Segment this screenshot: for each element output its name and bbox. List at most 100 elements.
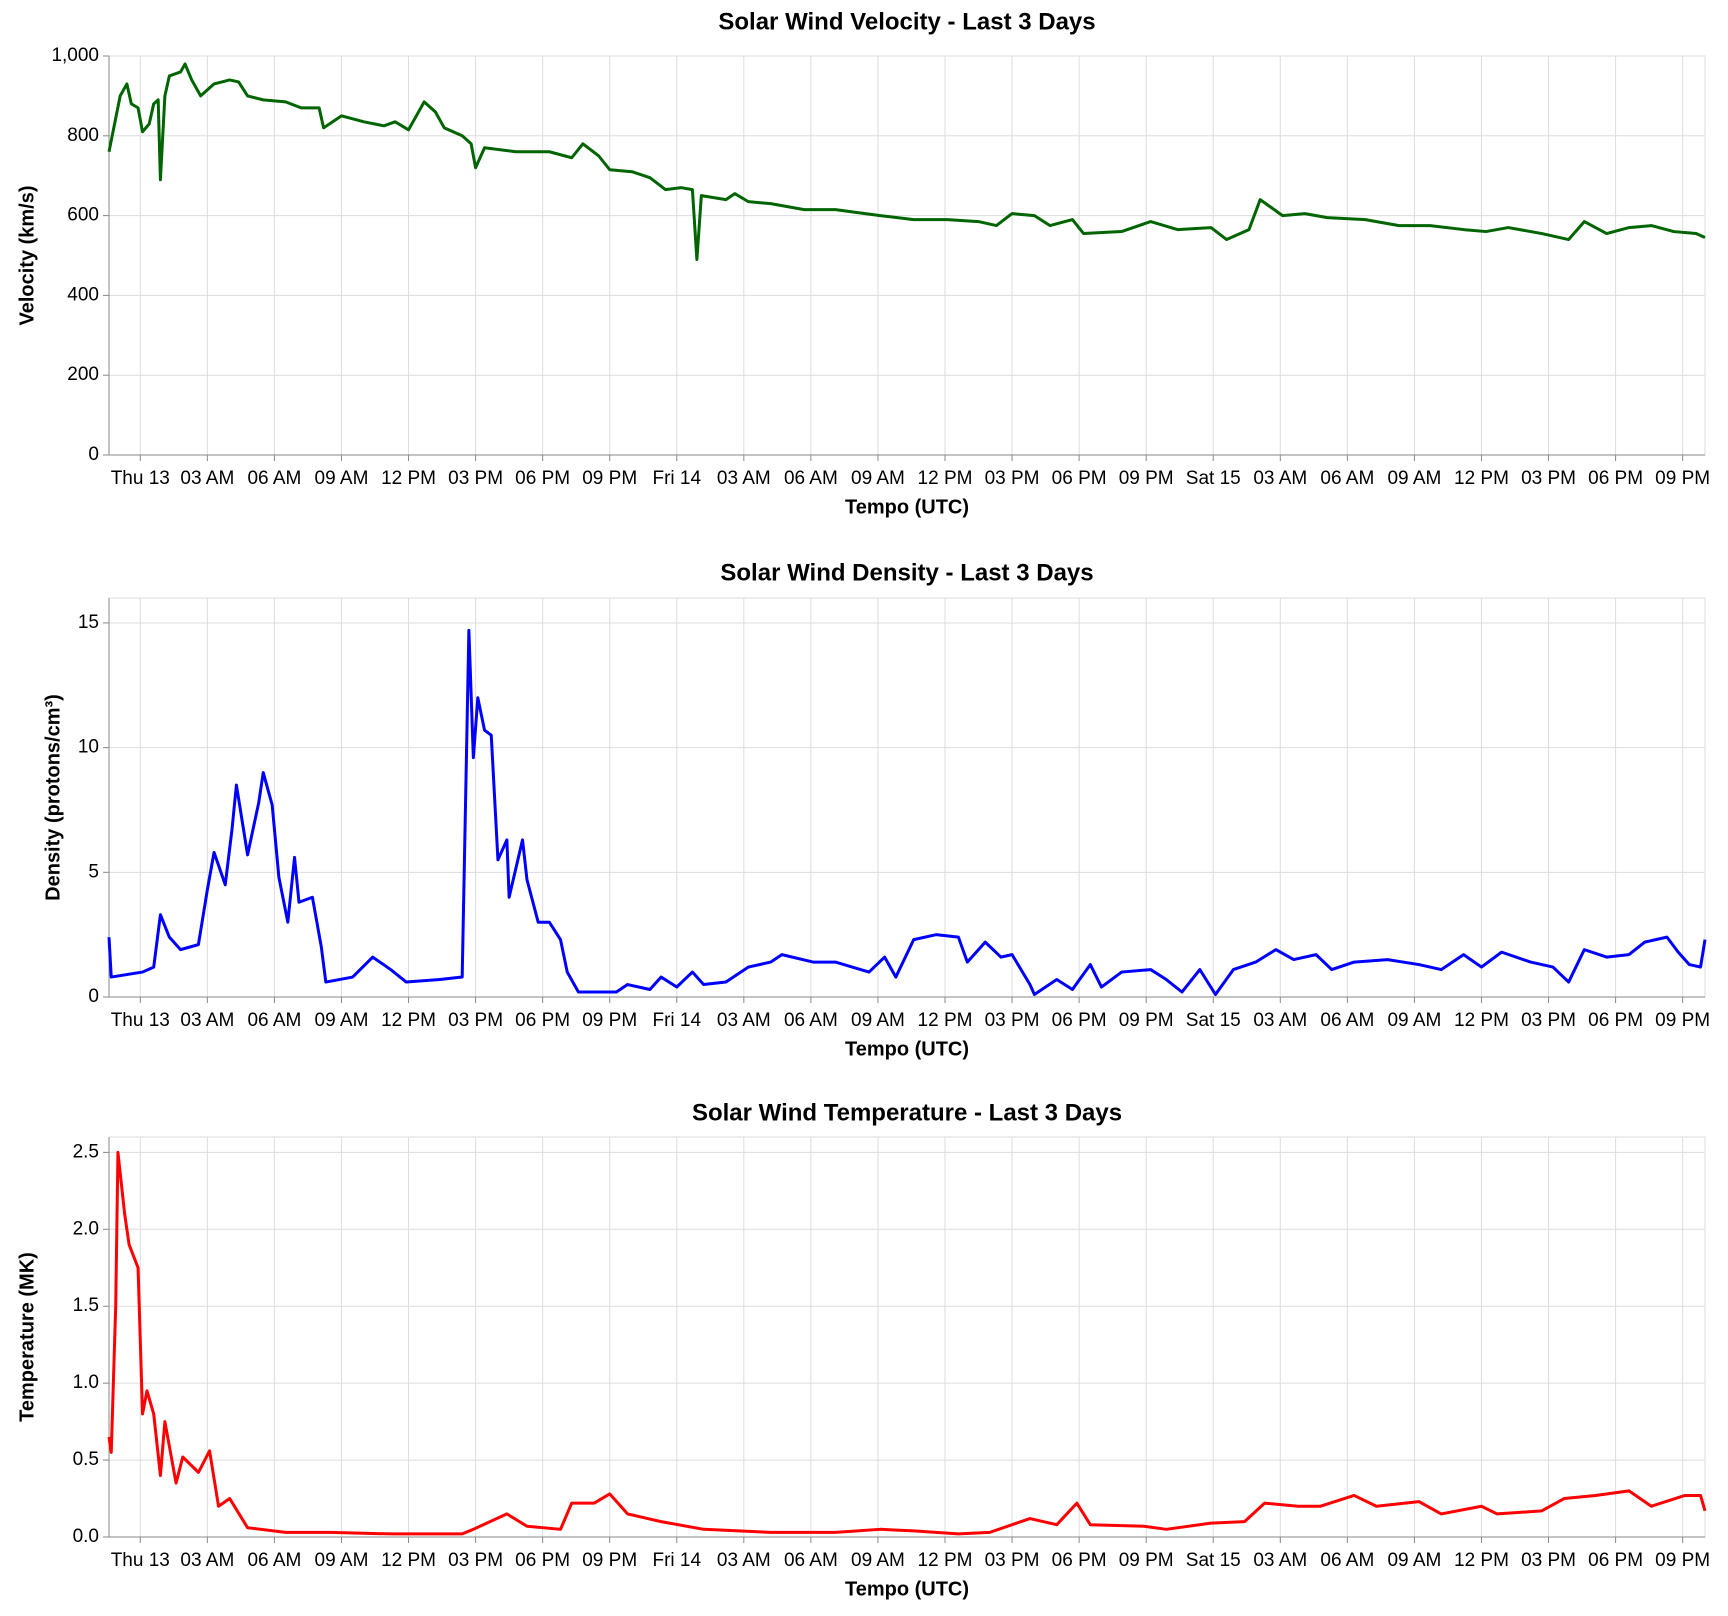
y-axis-title: Velocity (km/s) xyxy=(16,185,38,325)
y-tick-label: 1.0 xyxy=(73,1372,99,1393)
y-tick-label: 2.0 xyxy=(73,1218,99,1239)
x-tick-label: Thu 13 xyxy=(111,1010,170,1031)
x-tick-label: 09 AM xyxy=(1387,468,1441,489)
x-tick-label: 06 AM xyxy=(784,1550,838,1571)
x-tick-label: 03 AM xyxy=(1253,468,1307,489)
x-tick-label: 09 AM xyxy=(315,1010,369,1031)
x-tick-label: 12 PM xyxy=(918,468,973,489)
x-tick-label: 03 PM xyxy=(1521,468,1576,489)
x-tick-label: Thu 13 xyxy=(111,1550,170,1571)
x-tick-label: 03 PM xyxy=(448,468,503,489)
x-tick-label: Thu 13 xyxy=(111,468,170,489)
y-axis-title: Temperature (MK) xyxy=(16,1252,38,1422)
x-tick-label: 03 AM xyxy=(180,468,234,489)
x-tick-label: 06 PM xyxy=(1588,1550,1643,1571)
chart-title: Solar Wind Velocity - Last 3 Days xyxy=(718,8,1095,35)
x-tick-label: 06 PM xyxy=(1052,1010,1107,1031)
x-tick-label: 09 PM xyxy=(1119,1010,1174,1031)
x-tick-label: Sat 15 xyxy=(1186,468,1241,489)
x-tick-label: 03 PM xyxy=(1521,1550,1576,1571)
x-tick-label: 03 PM xyxy=(985,1550,1040,1571)
x-tick-label: 06 AM xyxy=(1320,1550,1374,1571)
x-tick-label: 03 AM xyxy=(180,1010,234,1031)
x-tick-label: 09 PM xyxy=(1655,1010,1710,1031)
x-tick-label: 03 AM xyxy=(1253,1550,1307,1571)
x-tick-label: 09 AM xyxy=(851,1010,905,1031)
data-line xyxy=(107,1150,1707,1536)
x-tick-label: 06 PM xyxy=(515,1010,570,1031)
x-tick-label: 12 PM xyxy=(381,468,436,489)
x-tick-label: Fri 14 xyxy=(652,468,701,489)
x-tick-label: 06 PM xyxy=(1052,1550,1107,1571)
x-axis-title: Tempo (UTC) xyxy=(845,1578,969,1600)
x-tick-label: 09 AM xyxy=(851,468,905,489)
x-tick-label: 03 PM xyxy=(1521,1010,1576,1031)
plot-frame xyxy=(108,55,1706,456)
x-tick-label: 09 PM xyxy=(582,1550,637,1571)
x-tick-label: 03 AM xyxy=(1253,1010,1307,1031)
x-tick-label: 06 PM xyxy=(515,1550,570,1571)
y-tick-label: 400 xyxy=(67,284,99,305)
x-tick-label: 09 PM xyxy=(1655,1550,1710,1571)
x-axis-title: Tempo (UTC) xyxy=(845,1038,969,1060)
y-tick-label: 0.5 xyxy=(73,1449,99,1470)
plot-frame xyxy=(108,1136,1706,1538)
x-tick-label: 03 PM xyxy=(448,1550,503,1571)
x-tick-label: 09 AM xyxy=(1387,1010,1441,1031)
x-tick-label: 06 AM xyxy=(247,468,301,489)
x-tick-label: 12 PM xyxy=(381,1550,436,1571)
y-tick-label: 0.0 xyxy=(73,1526,99,1547)
y-tick-label: 200 xyxy=(67,364,99,385)
x-tick-label: 12 PM xyxy=(381,1010,436,1031)
x-tick-label: Sat 15 xyxy=(1186,1010,1241,1031)
x-tick-label: 09 PM xyxy=(582,1010,637,1031)
x-tick-label: 09 PM xyxy=(582,468,637,489)
y-tick-label: 15 xyxy=(78,612,99,633)
chart-title: Solar Wind Density - Last 3 Days xyxy=(720,559,1093,586)
x-tick-label: 09 AM xyxy=(1387,1550,1441,1571)
data-line xyxy=(107,628,1707,997)
x-tick-label: 03 PM xyxy=(448,1010,503,1031)
x-tick-label: 06 PM xyxy=(1052,468,1107,489)
x-tick-label: 06 PM xyxy=(1588,1010,1643,1031)
y-tick-label: 1,000 xyxy=(51,45,99,66)
x-tick-label: Sat 15 xyxy=(1186,1550,1241,1571)
chart-panel: Solar Wind Temperature - Last 3 Days Thu … xyxy=(16,1099,1710,1600)
x-tick-label: 06 AM xyxy=(1320,468,1374,489)
x-tick-label: 06 AM xyxy=(1320,1010,1374,1031)
x-tick-label: 12 PM xyxy=(918,1010,973,1031)
y-tick-label: 600 xyxy=(67,205,99,226)
x-tick-label: 03 PM xyxy=(985,1010,1040,1031)
x-tick-label: 12 PM xyxy=(1454,1010,1509,1031)
x-tick-label: 06 AM xyxy=(784,468,838,489)
y-tick-label: 10 xyxy=(78,737,99,758)
data-line xyxy=(107,62,1706,261)
y-tick-label: 800 xyxy=(67,125,99,146)
x-tick-label: 06 PM xyxy=(515,468,570,489)
chart-panel: Solar Wind Density - Last 3 Days Thu 13 03… xyxy=(42,559,1710,1060)
y-tick-label: 0 xyxy=(88,444,99,465)
x-tick-label: 09 PM xyxy=(1119,1550,1174,1571)
chart-title: Solar Wind Temperature - Last 3 Days xyxy=(692,1099,1122,1126)
x-tick-label: 09 PM xyxy=(1119,468,1174,489)
x-tick-label: Fri 14 xyxy=(652,1550,701,1571)
x-tick-label: 03 PM xyxy=(985,468,1040,489)
y-axis-title: Density (protons/cm³) xyxy=(42,694,64,901)
plot-frame xyxy=(108,597,1706,998)
x-tick-label: 06 AM xyxy=(784,1010,838,1031)
y-tick-label: 5 xyxy=(88,861,99,882)
x-tick-label: 12 PM xyxy=(1454,468,1509,489)
x-tick-label: 03 AM xyxy=(717,1550,771,1571)
y-tick-label: 0 xyxy=(88,986,99,1007)
y-tick-label: 1.5 xyxy=(73,1295,99,1316)
x-tick-label: 09 AM xyxy=(315,468,369,489)
x-axis-title: Tempo (UTC) xyxy=(845,496,969,518)
x-tick-label: 06 AM xyxy=(247,1010,301,1031)
x-tick-label: 03 AM xyxy=(717,468,771,489)
y-tick-label: 2.5 xyxy=(73,1141,99,1162)
x-tick-label: 06 AM xyxy=(247,1550,301,1571)
x-tick-label: 12 PM xyxy=(918,1550,973,1571)
x-tick-label: 12 PM xyxy=(1454,1550,1509,1571)
x-tick-label: 09 AM xyxy=(315,1550,369,1571)
